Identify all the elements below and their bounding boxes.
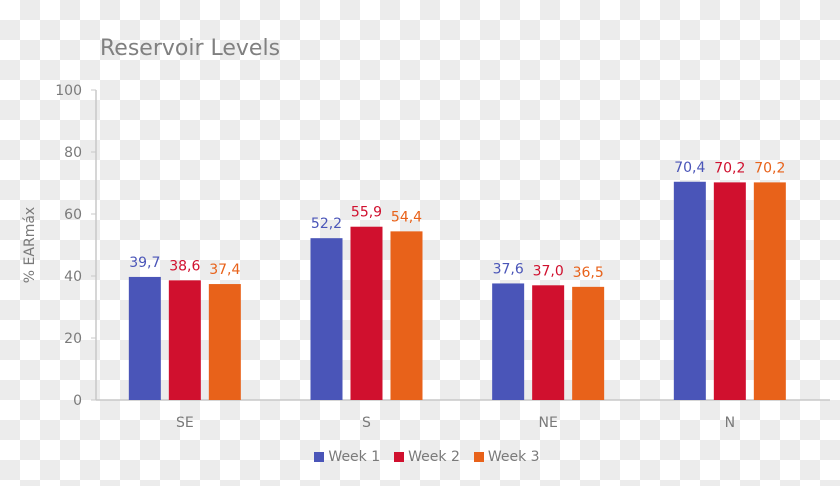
chart-title: Reservoir Levels: [100, 36, 281, 61]
legend-swatch: [314, 452, 325, 462]
legend-item: Week 1: [314, 449, 380, 465]
bar: [128, 276, 161, 400]
bar: [753, 182, 786, 400]
x-tick-label: NE: [538, 415, 557, 431]
legend-label: Week 1: [328, 449, 381, 465]
data-label: 38,6: [169, 258, 200, 274]
legend-item: Week 2: [394, 449, 460, 465]
legend: Week 1 Week 2 Week 3: [0, 449, 840, 465]
legend-swatch: [394, 452, 405, 462]
data-label: 54,4: [391, 209, 422, 225]
y-tick-label: 100: [55, 83, 82, 99]
y-tick-label: 40: [64, 269, 82, 285]
y-tick-label: 0: [73, 393, 82, 409]
bar: [492, 283, 525, 400]
bar: [572, 286, 605, 400]
data-label: 55,9: [351, 205, 382, 221]
bar: [713, 182, 746, 400]
data-label: 52,2: [311, 216, 342, 232]
data-label: 70,2: [754, 160, 785, 176]
data-label: 70,2: [714, 160, 745, 176]
y-tick-label: 80: [64, 145, 82, 161]
bar: [673, 181, 706, 400]
x-tick-label: N: [725, 415, 735, 431]
data-label: 70,4: [674, 160, 705, 176]
x-tick-label: S: [362, 415, 371, 431]
data-label: 37,4: [209, 262, 240, 278]
legend-label: Week 3: [487, 449, 540, 465]
data-label: 36,5: [573, 265, 604, 281]
bar: [310, 238, 343, 400]
data-label: 37,0: [533, 263, 564, 279]
legend-swatch: [473, 452, 484, 462]
legend-item: Week 3: [473, 449, 540, 465]
y-axis-label: % EARmáx: [22, 207, 38, 283]
bar: [208, 284, 241, 400]
x-tick-label: SE: [176, 415, 194, 431]
data-label: 39,7: [129, 255, 160, 271]
y-tick-label: 60: [64, 207, 82, 223]
y-tick-label: 20: [64, 331, 82, 347]
bar: [350, 226, 383, 400]
legend-label: Week 2: [408, 449, 460, 465]
bar: [168, 280, 201, 400]
bar: [390, 231, 423, 400]
bar: [532, 285, 565, 400]
data-label: 37,6: [493, 261, 524, 277]
